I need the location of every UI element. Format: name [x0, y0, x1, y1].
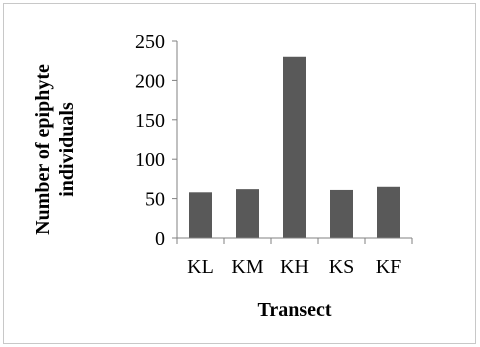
y-axis: 0 50 100 150 200 250	[135, 31, 178, 250]
plot-area	[189, 56, 400, 239]
y-tick-label: 250	[135, 31, 165, 53]
x-tick-label: KS	[329, 256, 355, 278]
x-axis-title: Transect	[257, 299, 331, 321]
bar-ks	[330, 189, 353, 238]
bar-km	[236, 189, 259, 238]
x-axis: KL KM KH KS KF	[176, 237, 413, 278]
y-tick-label: 150	[135, 110, 165, 132]
x-tick-label: KL	[187, 256, 214, 278]
y-axis-title-line-2: individuals	[56, 102, 78, 197]
bar-kh	[283, 56, 306, 239]
x-tick-label: KF	[376, 256, 402, 278]
y-tick-label: 200	[135, 70, 165, 92]
y-tick-label: 100	[135, 149, 165, 171]
y-tick-label: 0	[155, 228, 165, 250]
bar-kl	[189, 192, 212, 238]
chart-frame	[3, 3, 476, 344]
y-axis-title-line-1: Number of epiphyte	[32, 64, 54, 235]
x-tick-label: KM	[231, 256, 263, 278]
bar-kf	[377, 186, 400, 238]
x-tick-label: KH	[280, 256, 309, 278]
y-tick-label: 50	[145, 189, 165, 211]
